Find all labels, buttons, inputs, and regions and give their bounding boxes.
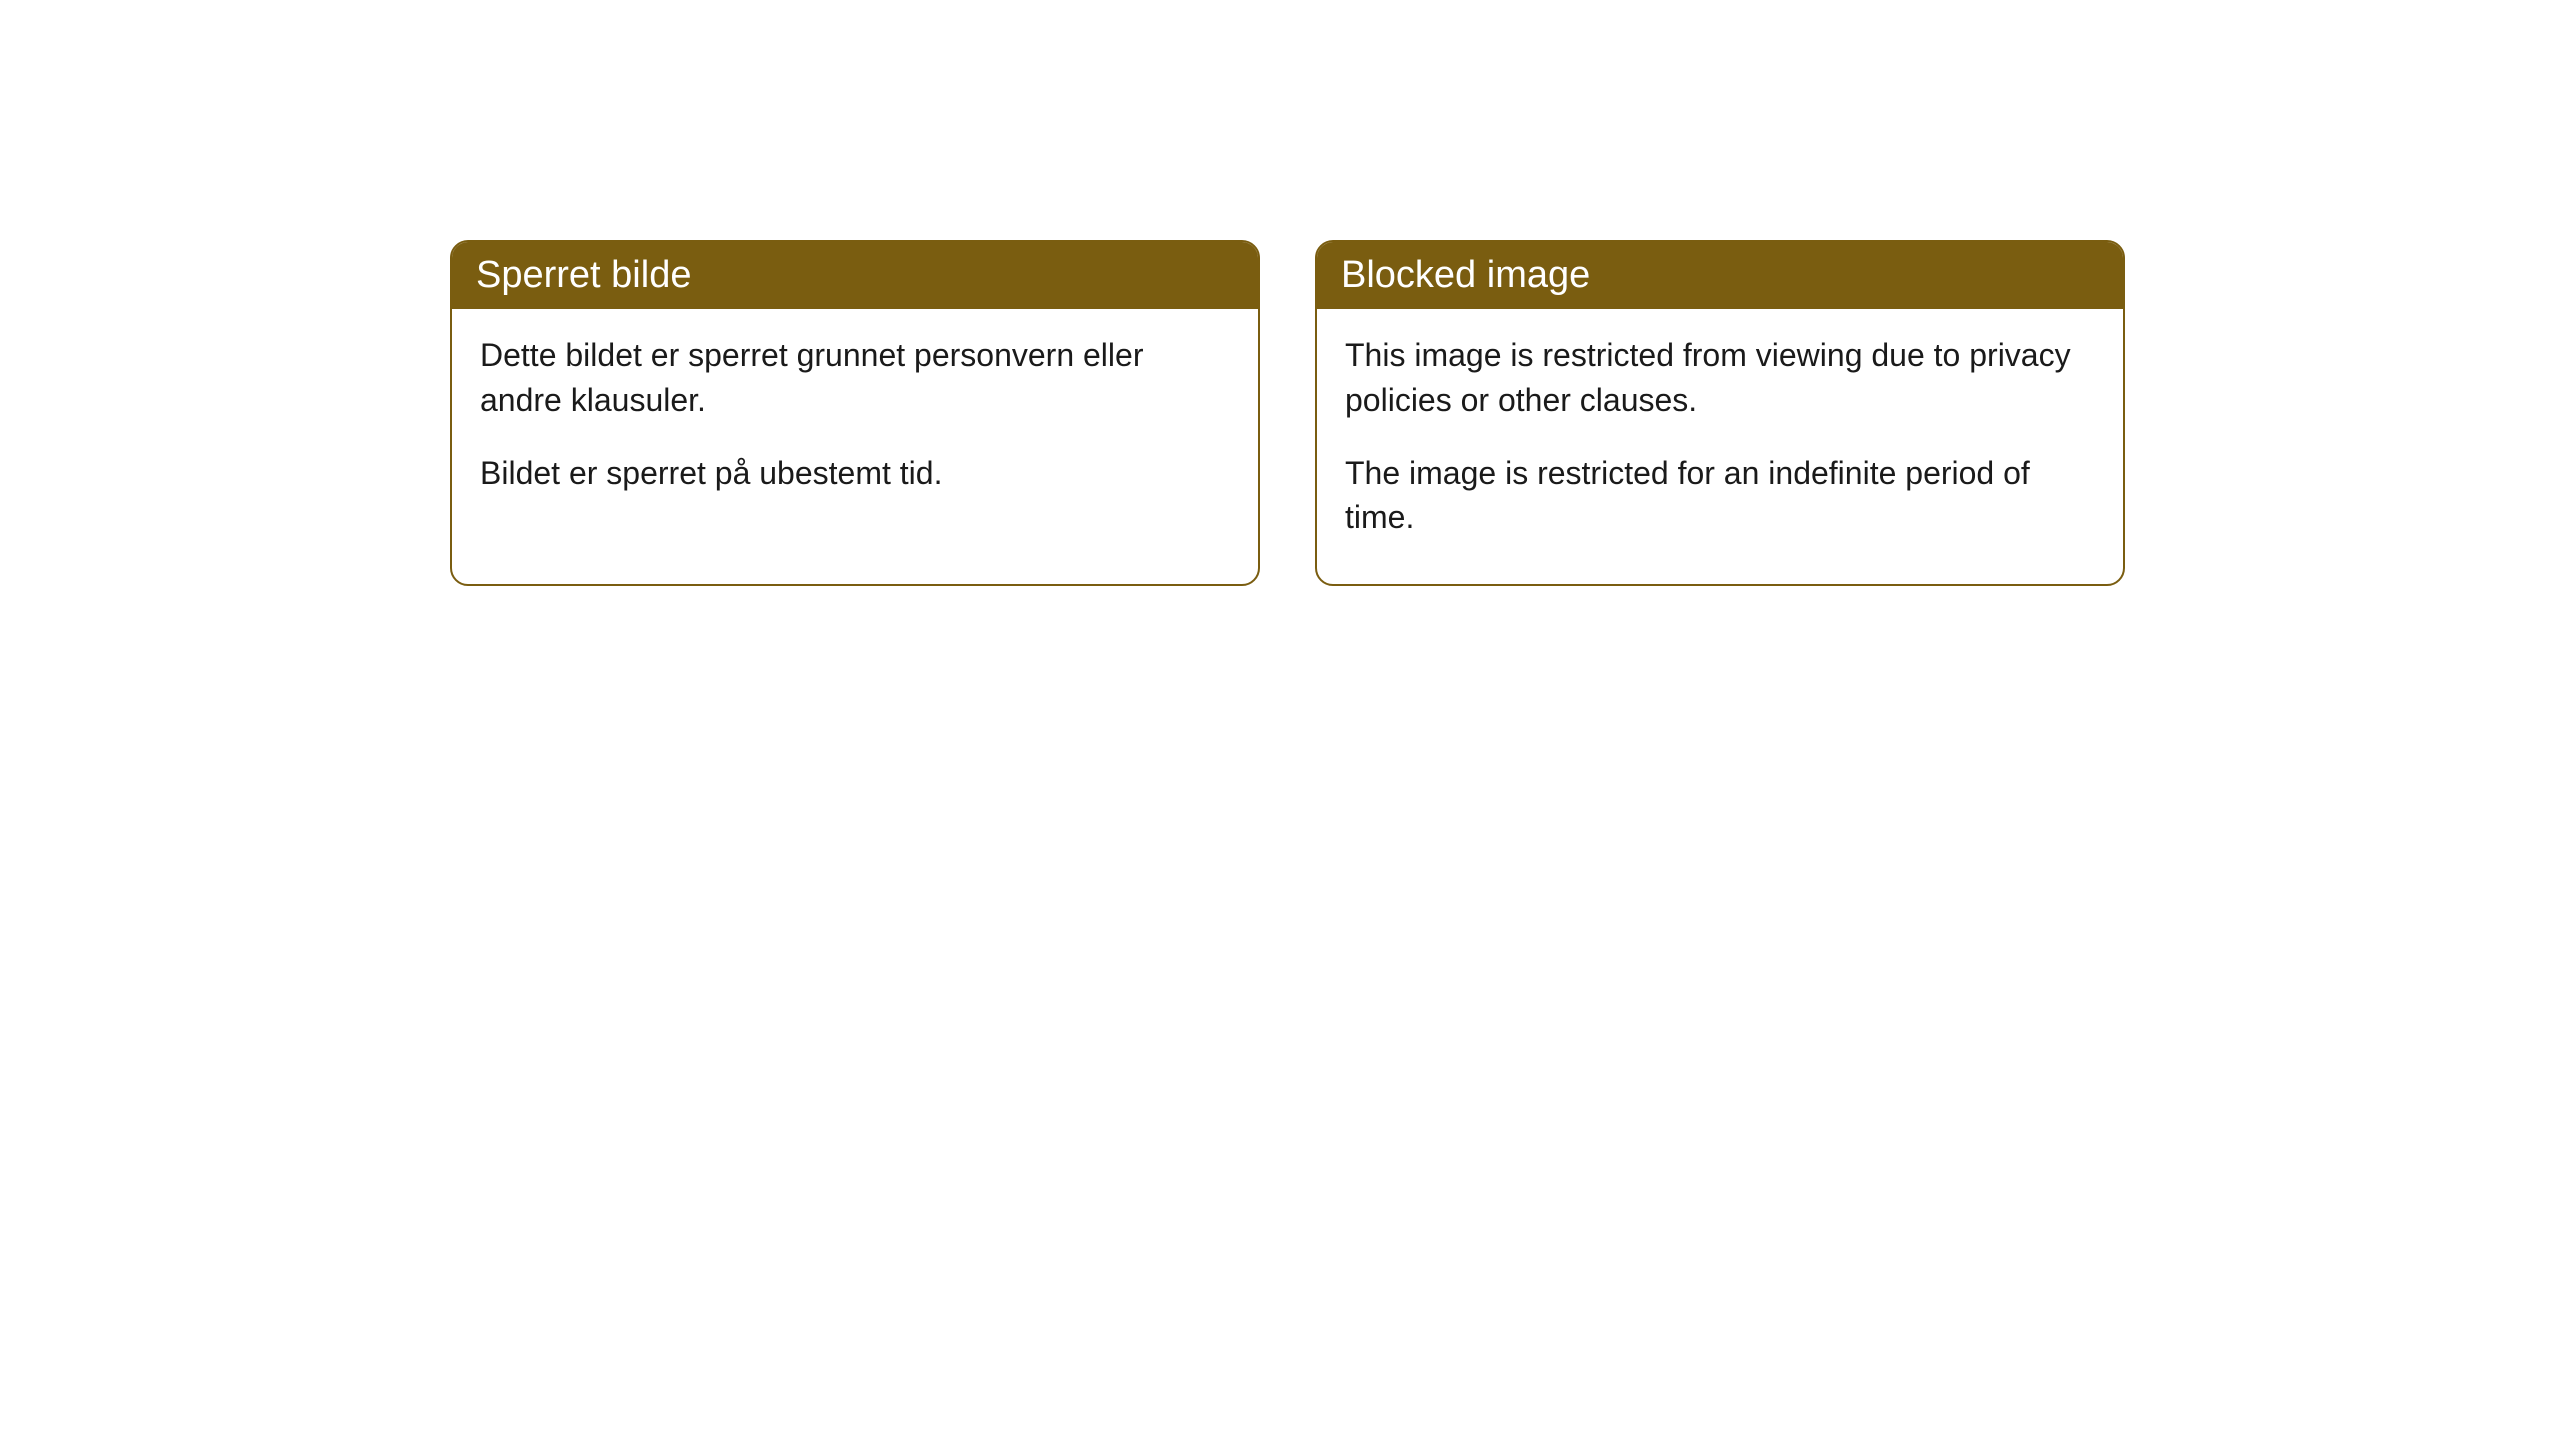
- card-paragraph-1: Dette bildet er sperret grunnet personve…: [480, 333, 1230, 423]
- blocked-image-card-norwegian: Sperret bilde Dette bildet er sperret gr…: [450, 240, 1260, 586]
- card-paragraph-2: Bildet er sperret på ubestemt tid.: [480, 451, 1230, 496]
- card-header-norwegian: Sperret bilde: [452, 242, 1258, 309]
- card-body-english: This image is restricted from viewing du…: [1317, 309, 2123, 584]
- card-body-norwegian: Dette bildet er sperret grunnet personve…: [452, 309, 1258, 539]
- card-title: Blocked image: [1341, 254, 1590, 296]
- card-title: Sperret bilde: [476, 254, 691, 296]
- blocked-image-card-english: Blocked image This image is restricted f…: [1315, 240, 2125, 586]
- notice-cards-container: Sperret bilde Dette bildet er sperret gr…: [450, 240, 2125, 586]
- card-header-english: Blocked image: [1317, 242, 2123, 309]
- card-paragraph-2: The image is restricted for an indefinit…: [1345, 451, 2095, 541]
- card-paragraph-1: This image is restricted from viewing du…: [1345, 333, 2095, 423]
